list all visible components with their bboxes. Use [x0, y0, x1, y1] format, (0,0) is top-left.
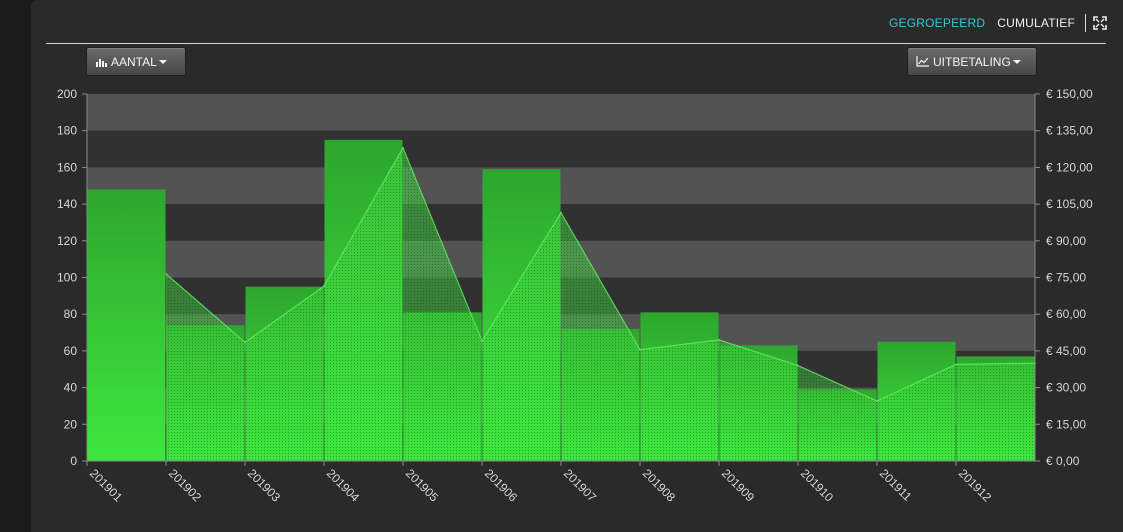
- x-tick-label: 201902: [166, 466, 204, 504]
- y-right-tick-label: € 0,00: [1046, 454, 1080, 468]
- grid-band: [87, 130, 1035, 168]
- y-right-tick-label: € 30,00: [1046, 381, 1086, 395]
- toolbar-divider: [1085, 14, 1086, 32]
- x-tick-label: 201908: [640, 466, 678, 504]
- chevron-down-icon: [158, 59, 167, 64]
- payout-point: [481, 340, 483, 343]
- payout-point: [955, 363, 957, 366]
- x-tick-label: 201903: [245, 466, 283, 504]
- y-left-tick-label: 180: [57, 124, 77, 138]
- x-tick-label: 201906: [482, 466, 520, 504]
- chevron-down-icon: [1012, 59, 1021, 64]
- payout-dropdown-button[interactable]: UITBETALING: [907, 47, 1037, 76]
- payout-dropdown-label: UITBETALING: [933, 54, 1011, 69]
- x-tick-label: 201909: [719, 466, 757, 504]
- fullscreen-icon[interactable]: [1093, 16, 1107, 30]
- y-left-tick-label: 80: [64, 307, 78, 321]
- payout-point: [323, 285, 325, 288]
- y-right-tick-label: € 45,00: [1046, 344, 1086, 358]
- x-tick-label: 201910: [798, 466, 836, 504]
- y-left-tick-label: 140: [57, 197, 77, 211]
- y-right-tick-label: € 75,00: [1046, 271, 1086, 285]
- payout-point: [402, 146, 404, 149]
- grid-band: [87, 167, 1035, 205]
- y-left-tick-label: 120: [57, 234, 77, 248]
- y-right-tick-label: € 60,00: [1046, 307, 1086, 321]
- bar-chart-icon: [96, 58, 107, 67]
- count-dropdown-label: AANTAL: [111, 54, 157, 69]
- x-tick-label: 201904: [324, 466, 362, 504]
- y-right-tick-label: € 15,00: [1046, 417, 1086, 431]
- y-left-tick-label: 100: [57, 271, 77, 285]
- y-left-tick-label: 40: [64, 381, 78, 395]
- view-toggle-bar: GEGROEPEERD CUMULATIEF: [889, 14, 1107, 32]
- y-right-tick-label: € 135,00: [1046, 124, 1093, 138]
- y-left-tick-label: 200: [57, 87, 77, 101]
- x-tick-label: 201905: [403, 466, 441, 504]
- payout-point: [876, 400, 878, 403]
- x-tick-label: 201901: [87, 466, 125, 504]
- y-right-tick-label: € 120,00: [1046, 160, 1093, 174]
- y-right-tick-label: € 150,00: [1046, 87, 1093, 101]
- payout-line: [165, 146, 1036, 402]
- y-left-tick-label: 60: [64, 344, 78, 358]
- x-tick-label: 201911: [877, 466, 915, 504]
- y-right-tick-label: € 90,00: [1046, 234, 1086, 248]
- x-tick-label: 201907: [561, 466, 599, 504]
- y-right-tick-label: € 105,00: [1046, 197, 1093, 211]
- header-divider: [46, 43, 1106, 44]
- y-left-tick-label: 0: [70, 454, 77, 468]
- x-tick-label: 201912: [956, 466, 994, 504]
- y-left-tick-label: 160: [57, 160, 77, 174]
- bar: [87, 189, 166, 462]
- payout-point: [560, 211, 562, 214]
- tab-grouped[interactable]: GEGROEPEERD: [888, 16, 986, 30]
- line-chart-icon: [916, 56, 929, 67]
- count-dropdown-button[interactable]: AANTAL: [86, 47, 186, 76]
- payout-point: [639, 348, 641, 351]
- y-left-tick-label: 20: [64, 417, 78, 431]
- tab-cumulative[interactable]: CUMULATIEF: [997, 16, 1075, 30]
- payout-area-texture: [166, 147, 1035, 461]
- payout-point: [244, 341, 246, 344]
- payout-point: [165, 272, 167, 275]
- payout-point: [797, 364, 799, 367]
- grid-band: [87, 94, 1035, 131]
- payout-point: [718, 338, 720, 341]
